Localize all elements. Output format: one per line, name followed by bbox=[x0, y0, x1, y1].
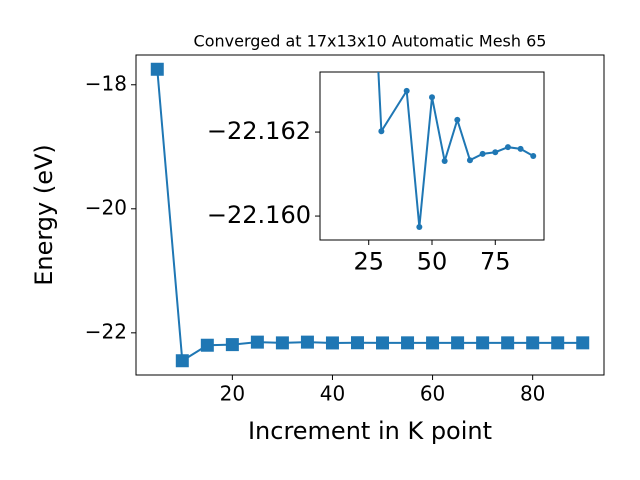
x-tick-label: 80 bbox=[520, 382, 545, 406]
marker bbox=[376, 336, 390, 350]
marker bbox=[403, 87, 410, 94]
x-axis-label: Increment in K point bbox=[248, 417, 492, 445]
marker bbox=[416, 223, 423, 230]
marker bbox=[479, 150, 486, 157]
marker bbox=[300, 335, 314, 349]
marker bbox=[378, 128, 385, 135]
marker bbox=[150, 62, 164, 76]
marker bbox=[466, 157, 473, 164]
marker bbox=[225, 338, 239, 352]
marker bbox=[454, 116, 461, 123]
series bbox=[377, 72, 537, 230]
marker bbox=[501, 336, 515, 350]
marker bbox=[350, 336, 364, 350]
y-tick-label: −18 bbox=[85, 71, 127, 95]
series bbox=[150, 62, 590, 368]
marker bbox=[250, 335, 264, 349]
x-tick-label: 75 bbox=[480, 247, 511, 275]
marker bbox=[200, 338, 214, 352]
x-tick-label: 50 bbox=[417, 247, 448, 275]
y-tick-label: −22 bbox=[85, 319, 127, 343]
marker bbox=[517, 145, 524, 152]
x-tick-label: 25 bbox=[353, 247, 384, 275]
marker bbox=[401, 336, 415, 350]
y-tick-label: −22.162 bbox=[207, 117, 311, 145]
marker bbox=[325, 336, 339, 350]
marker bbox=[426, 336, 440, 350]
marker bbox=[526, 336, 540, 350]
marker bbox=[476, 336, 490, 350]
marker bbox=[275, 336, 289, 350]
marker bbox=[441, 158, 448, 165]
marker bbox=[576, 336, 590, 350]
y-axis-label: Energy (eV) bbox=[30, 144, 58, 286]
marker bbox=[504, 144, 511, 151]
x-tick-label: 60 bbox=[420, 382, 445, 406]
marker bbox=[429, 94, 435, 101]
marker bbox=[175, 354, 189, 368]
y-tick-label: −20 bbox=[85, 195, 127, 219]
marker bbox=[451, 336, 465, 350]
marker bbox=[551, 336, 565, 350]
x-tick-label: 20 bbox=[220, 382, 245, 406]
x-tick-label: 40 bbox=[320, 382, 345, 406]
marker bbox=[530, 153, 537, 159]
y-tick-label: −22.160 bbox=[207, 201, 311, 229]
marker bbox=[492, 149, 499, 156]
chart-title: Converged at 17x13x10 Automatic Mesh 65 bbox=[194, 32, 547, 51]
